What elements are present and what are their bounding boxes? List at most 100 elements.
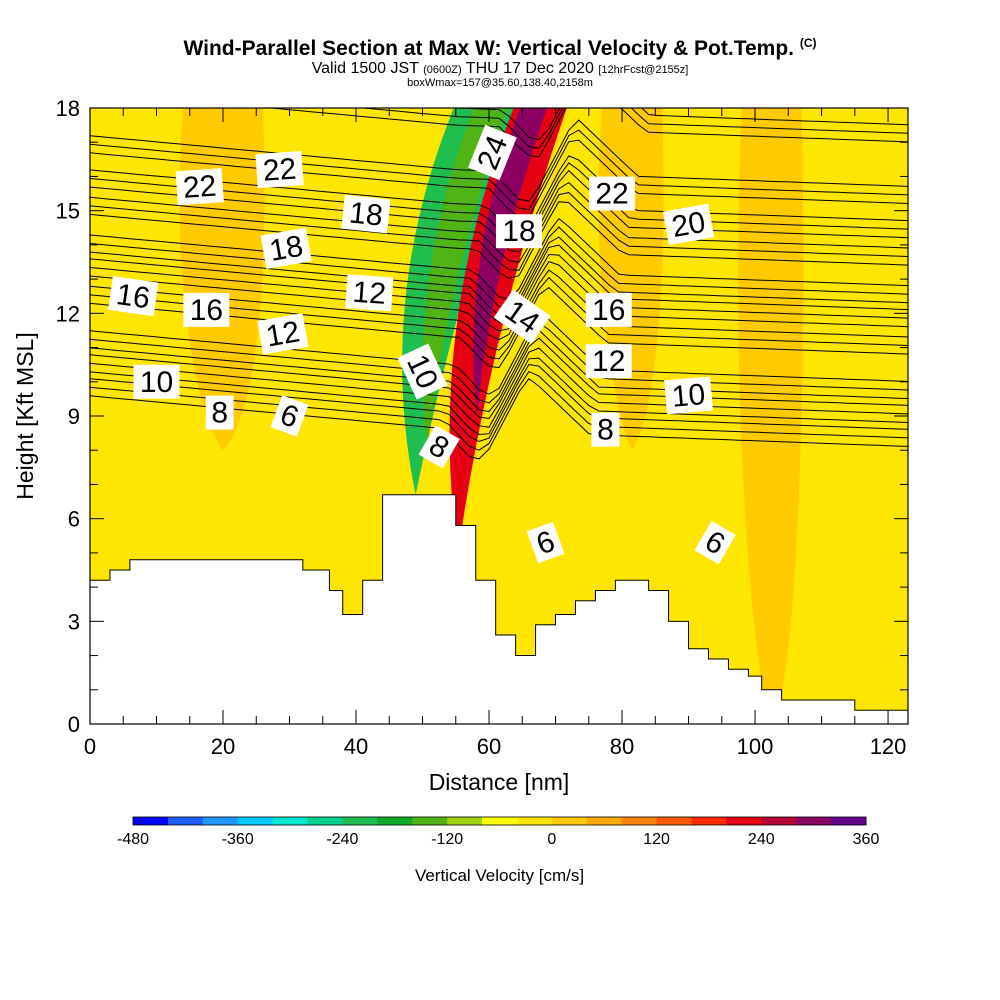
- colorbar-swatch: [482, 817, 518, 825]
- theta-isoline: [90, 329, 908, 413]
- colorbar-tick-label: 120: [643, 831, 670, 848]
- colorbar-tick-label: -120: [431, 831, 463, 848]
- y-tick-label: 6: [68, 507, 80, 532]
- contour-label: 22: [255, 151, 304, 189]
- theta-isoline: [90, 363, 908, 443]
- contour-label-box: [694, 520, 736, 565]
- y-tick-label: 3: [68, 609, 80, 634]
- contour-label-box: [260, 227, 312, 270]
- contour-label: 16: [585, 292, 632, 327]
- valid-prefix: Valid 1500 JST: [311, 60, 419, 77]
- contour-label-text: 16: [114, 278, 152, 315]
- y-tick-label: 15: [56, 199, 80, 224]
- contour-label-text: 22: [262, 152, 298, 187]
- contour-label-text: 12: [264, 315, 303, 353]
- theta-isoline: [90, 315, 908, 395]
- x-axis-label: Distance [nm]: [429, 769, 570, 795]
- colorbar-swatch: [691, 817, 727, 825]
- contour-label: 22: [175, 168, 224, 206]
- y-tick-label: 0: [68, 712, 80, 737]
- colorbar-tick-label: 0: [547, 831, 556, 848]
- contour-label-box: [255, 151, 304, 189]
- colorbar-swatch: [796, 817, 832, 825]
- contour-label: 16: [183, 292, 230, 327]
- colorbar-swatch: [342, 817, 378, 825]
- x-tick-label: 120: [870, 734, 907, 759]
- contour-label-box: [585, 292, 632, 327]
- valid-date: THU 17 Dec 2020: [465, 60, 594, 77]
- theta-isoline: [90, 226, 908, 309]
- contour-label-box: [418, 425, 460, 469]
- chart-title-text: Wind-Parallel Section at Max W: Vertical…: [183, 37, 794, 60]
- theta-isoline: [90, 201, 908, 279]
- colorbar-swatch: [237, 817, 274, 825]
- colorbar-frame: [132, 816, 867, 826]
- contour-label-text: 16: [190, 294, 223, 327]
- contour-label-box: [205, 395, 234, 430]
- contour-label: 10: [133, 364, 180, 399]
- contour-label-box: [493, 289, 551, 344]
- y-tick-label: 18: [56, 96, 80, 121]
- colorbar-swatch: [551, 817, 588, 825]
- velocity-band: [449, 108, 567, 553]
- theta-isoline: [90, 337, 908, 420]
- contour-label-text: 12: [592, 345, 625, 378]
- contour-label-box: [133, 364, 180, 399]
- theta-isoline: [90, 217, 908, 300]
- velocity-band: [473, 108, 547, 416]
- x-tick-label: 60: [477, 734, 501, 759]
- colorbar-swatch: [621, 817, 658, 825]
- colorbar-tick-label: 360: [853, 831, 880, 848]
- contour-label: 18: [260, 227, 312, 270]
- colorbar-swatch: [586, 817, 623, 825]
- contour-label-box: [345, 274, 394, 312]
- contour-label: 18: [341, 194, 391, 234]
- colorbar-swatch: [412, 817, 448, 825]
- forecast-info: [12hrFcst@2155z]: [598, 64, 689, 76]
- contour-label-box: [257, 313, 309, 355]
- colorbar-tick-label: -480: [117, 831, 149, 848]
- contour-label-text: 22: [595, 178, 628, 211]
- box-info: boxWmax=157@35.60,138.40,2158m: [407, 77, 593, 89]
- contour-label: 8: [591, 412, 620, 447]
- terrain: [90, 494, 908, 724]
- contour-label-text: 18: [502, 215, 535, 248]
- contour-label-box: [526, 521, 565, 564]
- colorbar-swatch: [377, 817, 413, 825]
- colorbar-swatch: [133, 817, 169, 825]
- colorbar-swatch: [272, 817, 309, 825]
- theta-isoline: [90, 357, 908, 436]
- colorbar-tick-label: -360: [222, 831, 254, 848]
- contour-label-box: [175, 168, 224, 206]
- contour-label-box: [270, 395, 309, 437]
- contour-label: 6: [270, 395, 309, 437]
- theta-isoline: [90, 139, 908, 218]
- contour-label-text: 20: [669, 206, 708, 244]
- colorbar: -480 -360 -240 -120 0 120 240 360 Vertical Veloc…: [117, 816, 880, 885]
- valid-zulu: (0600Z): [423, 64, 462, 76]
- contour-label: 22: [589, 176, 636, 211]
- theta-isoline: [90, 181, 908, 263]
- contour-label-text: 22: [182, 170, 218, 205]
- contour-label: 20: [662, 203, 715, 246]
- y-tick-label: 12: [56, 301, 80, 326]
- colorbar-swatch: [656, 817, 692, 825]
- contour-label-box: [662, 203, 715, 246]
- colorbar-swatch: [167, 817, 204, 825]
- colorbar-swatch: [447, 817, 483, 825]
- y-axis-label: Height [Kft MSL]: [12, 332, 38, 499]
- theta-isoline: [90, 244, 908, 324]
- theta-isoline: [90, 347, 908, 428]
- chart-subtitle: Valid 1500 JST (0600Z) THU 17 Dec 2020 […: [0, 60, 1000, 78]
- contour-label-box: [664, 376, 713, 415]
- colorbar-tick-label: -240: [326, 831, 358, 848]
- contour-label-text: 8: [597, 414, 614, 447]
- contour-label-box: [589, 176, 636, 211]
- colorbar-swatch: [761, 817, 797, 825]
- contour-label-box: [591, 412, 620, 447]
- contour-label-text: 10: [671, 378, 707, 414]
- colorbar-swatch: [831, 817, 867, 825]
- theta-isoline: [90, 260, 908, 341]
